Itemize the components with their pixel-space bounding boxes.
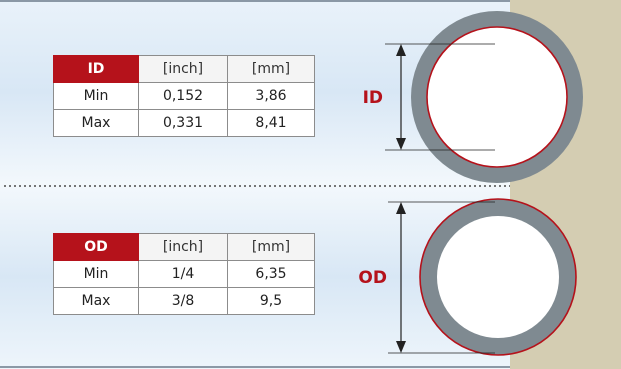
row-label: Min [53, 260, 139, 288]
table-header-row: OD [inch] [mm] [53, 233, 315, 261]
od-tube-inner [437, 216, 559, 338]
mm-value: 9,5 [227, 287, 315, 315]
od-arrow-bottom [396, 341, 406, 353]
id-arrow-bottom [396, 138, 406, 150]
id-table-header-mm: [mm] [227, 55, 315, 83]
od-arrow-top [396, 202, 406, 214]
row-label: Max [53, 287, 139, 315]
table-row: Min 1/4 6,35 [53, 260, 315, 288]
id-arrow-top [396, 44, 406, 56]
id-label: ID [363, 88, 383, 108]
id-tube-inner [426, 26, 568, 168]
table-row: Min 0,152 3,86 [53, 82, 315, 110]
mm-value: 6,35 [227, 260, 315, 288]
id-table-header-inch: [inch] [138, 55, 228, 83]
inch-value: 0,152 [138, 82, 228, 110]
od-table-header-key: OD [53, 233, 139, 261]
table-row: Max 3/8 9,5 [53, 287, 315, 315]
table-row: Max 0,331 8,41 [53, 109, 315, 137]
mm-value: 8,41 [227, 109, 315, 137]
inch-value: 1/4 [138, 260, 228, 288]
od-label: OD [358, 268, 387, 288]
od-table-header-mm: [mm] [227, 233, 315, 261]
mm-value: 3,86 [227, 82, 315, 110]
row-label: Min [53, 82, 139, 110]
row-label: Max [53, 109, 139, 137]
od-table: OD [inch] [mm] Min 1/4 6,35 Max 3/8 9,5 [53, 233, 315, 315]
od-table-header-inch: [inch] [138, 233, 228, 261]
table-header-row: ID [inch] [mm] [53, 55, 315, 83]
id-table-header-key: ID [53, 55, 139, 83]
id-table: ID [inch] [mm] Min 0,152 3,86 Max 0,331 … [53, 55, 315, 137]
inch-value: 3/8 [138, 287, 228, 315]
inch-value: 0,331 [138, 109, 228, 137]
